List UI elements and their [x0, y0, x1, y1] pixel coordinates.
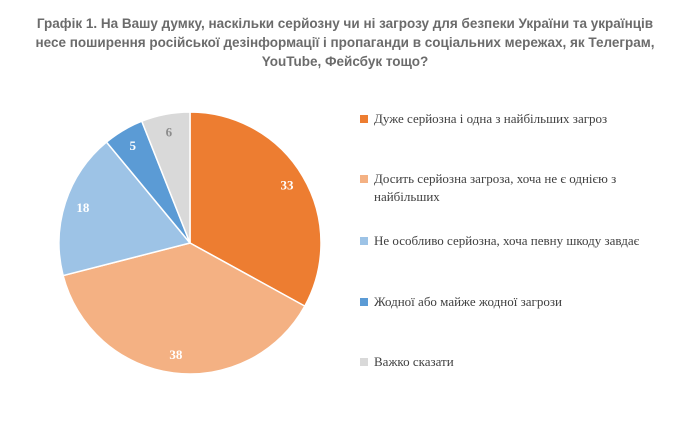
slice-not-particularly-serious: [58, 141, 192, 277]
slice-value-label: 33: [281, 178, 295, 193]
legend-item-no-threat: Жодної або майже жодної загрози: [360, 293, 680, 311]
slice-value-label: 5: [129, 138, 136, 153]
legend-label: Жодної або майже жодної загрози: [374, 294, 562, 309]
slice-hard-to-say: [140, 111, 191, 244]
slice-value-label: 18: [76, 200, 90, 215]
legend-label: Досить серйозна загроза, хоча не є одніє…: [374, 171, 617, 204]
legend-swatch: [360, 115, 368, 123]
slice-value-label: 6: [166, 124, 173, 139]
legend-item-not-particularly-serious: Не особливо серйозна, хоча певну шкоду з…: [360, 232, 680, 250]
slice-very-serious: [189, 111, 322, 308]
legend-label: Не особливо серйозна, хоча певну шкоду з…: [374, 233, 640, 248]
legend-swatch: [360, 358, 368, 366]
slice-quite-serious: [62, 242, 306, 375]
legend-label: Дуже серйозна і одна з найбільших загроз: [374, 111, 608, 126]
legend-swatch: [360, 175, 368, 183]
legend-item-quite-serious: Досить серйозна загроза, хоча не є одніє…: [360, 170, 680, 206]
legend-item-very-serious: Дуже серйозна і одна з найбільших загроз: [360, 110, 680, 128]
chart-title: Графік 1. На Вашу думку, наскільки серйо…: [35, 16, 655, 69]
slice-value-label: 38: [169, 347, 183, 362]
legend-label: Важко сказати: [374, 354, 454, 369]
legend-swatch: [360, 237, 368, 245]
legend-item-hard-to-say: Важко сказати: [360, 353, 680, 371]
pie-slices: [58, 111, 322, 375]
legend-swatch: [360, 298, 368, 306]
pie-value-labels: 33 38 18 5 6: [76, 124, 294, 361]
